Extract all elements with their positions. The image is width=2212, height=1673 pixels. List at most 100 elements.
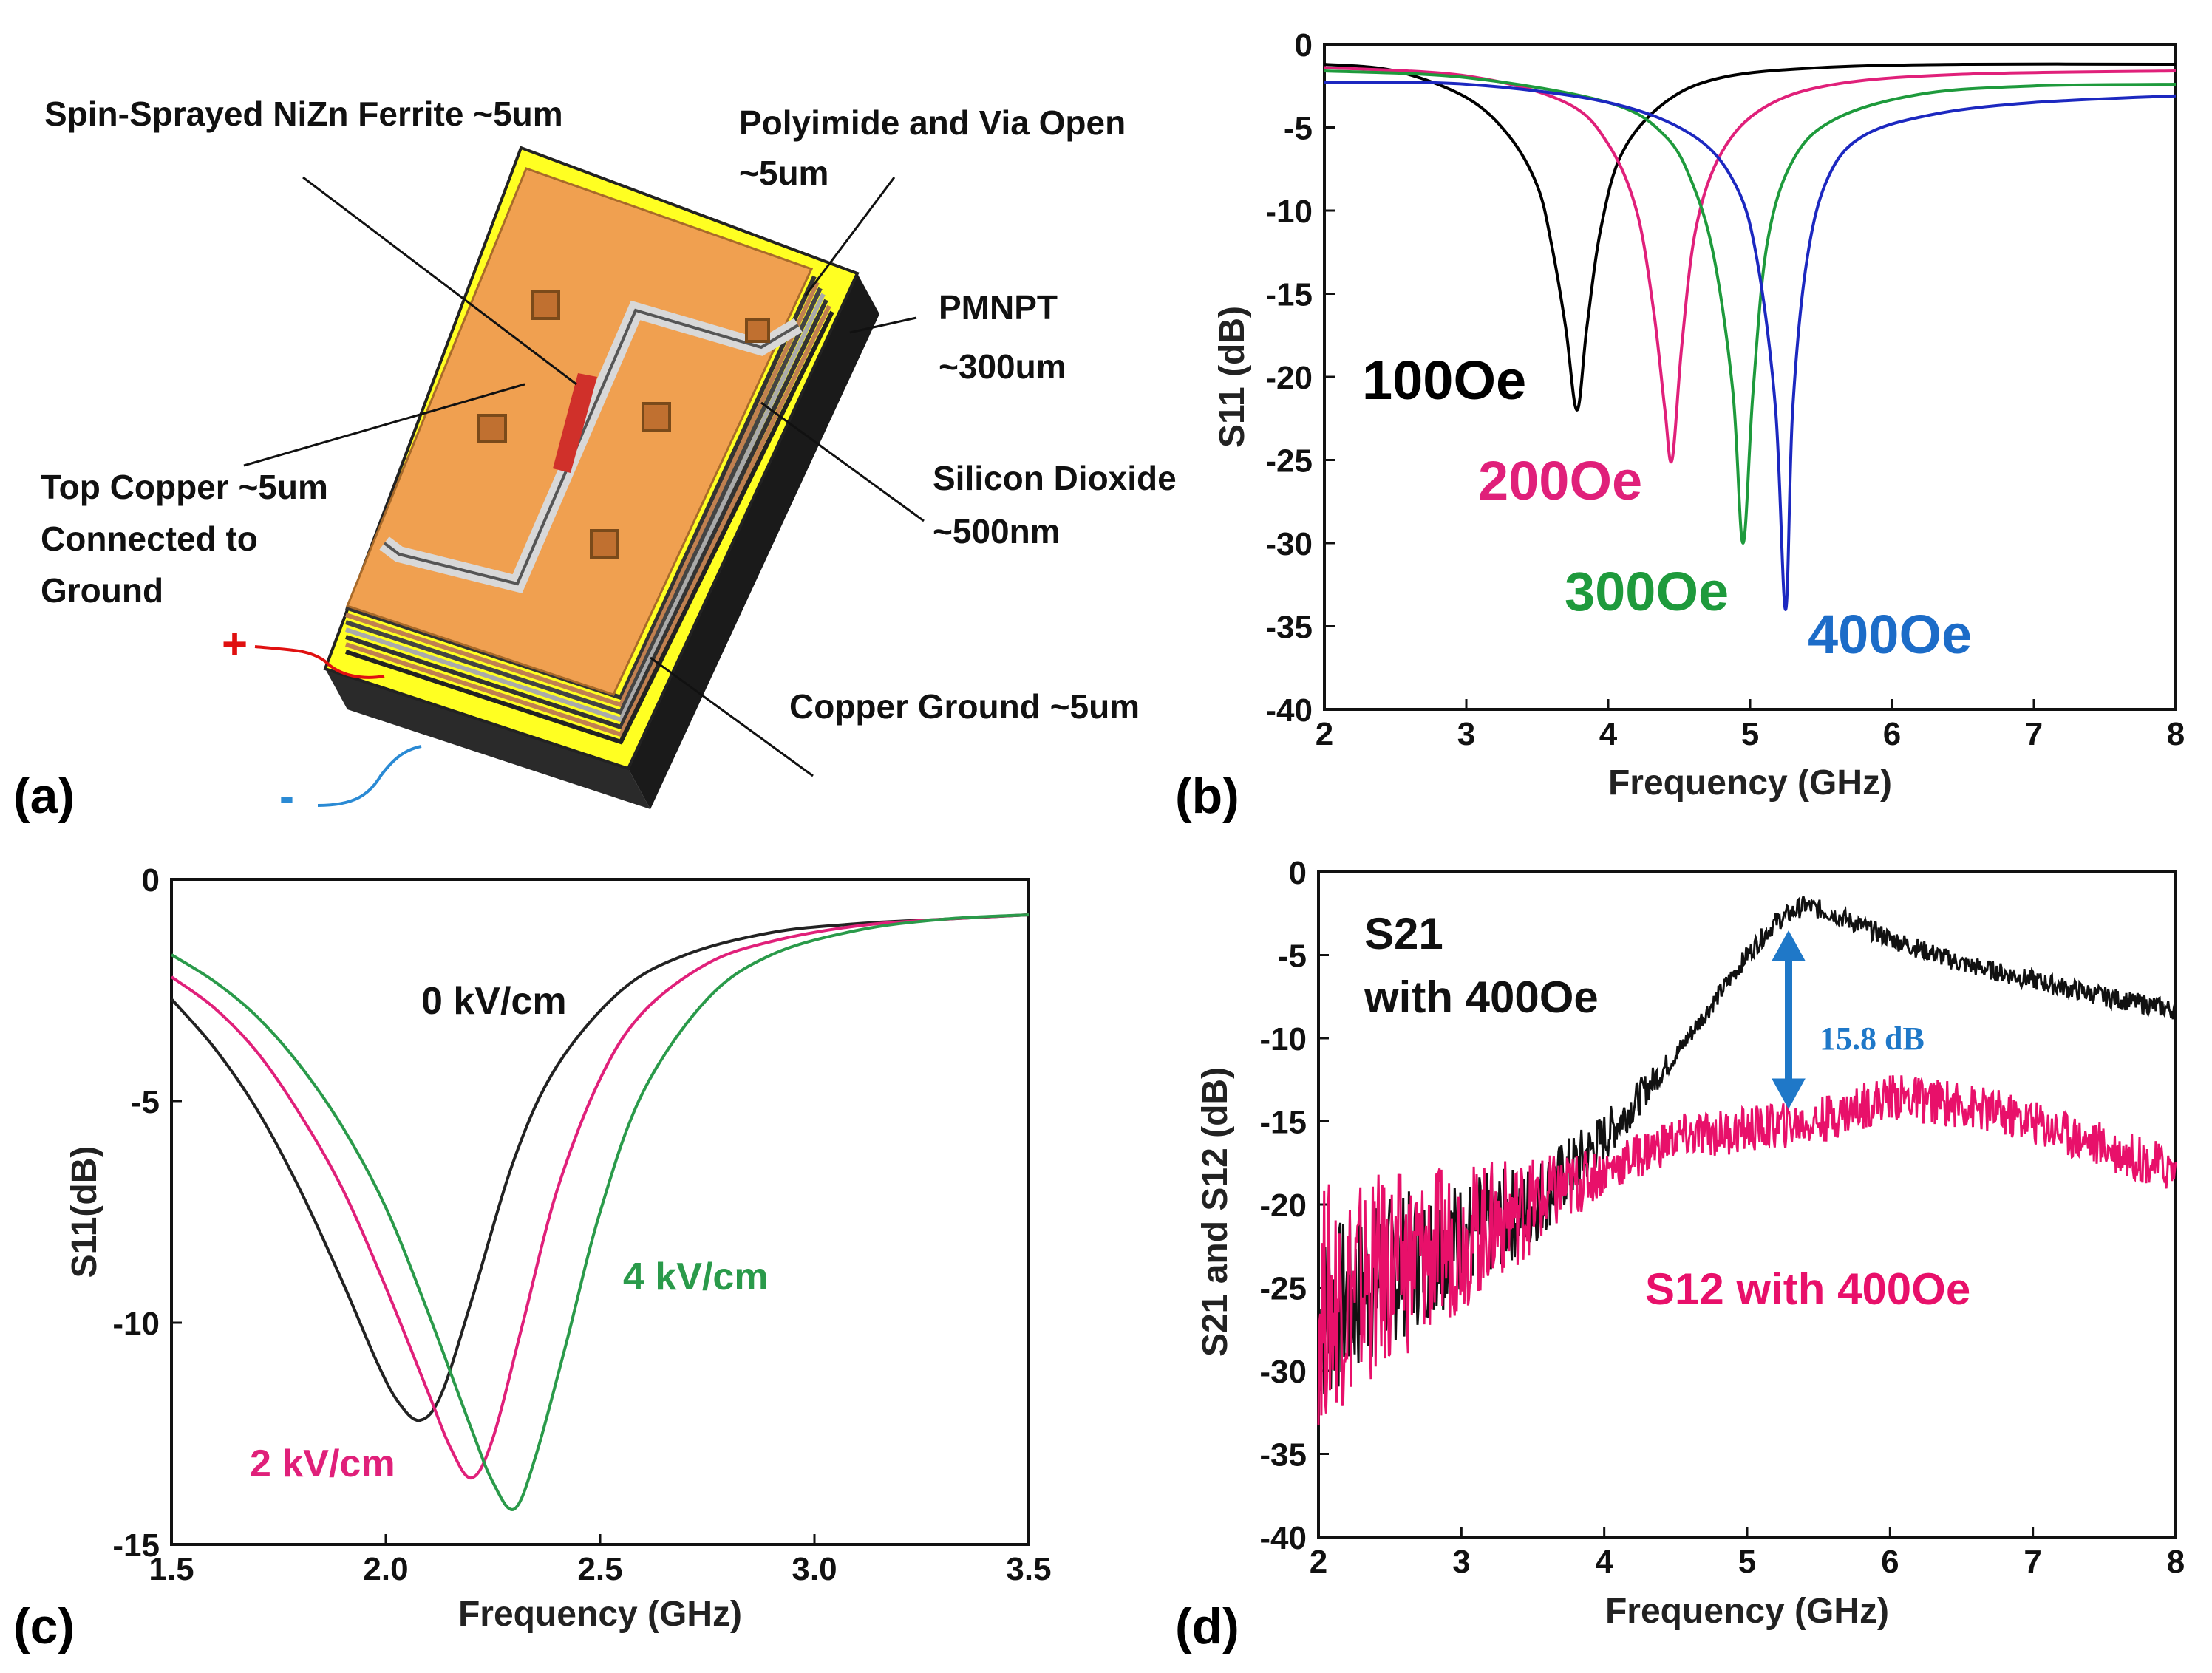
series-b-300oe bbox=[1324, 69, 2177, 545]
tick-marks-d bbox=[1317, 870, 2177, 1539]
y-axis-title-c: S11(dB) bbox=[65, 1146, 104, 1278]
label-400oe: 400Oe bbox=[1808, 604, 1972, 665]
y-tick-label-c: -10 bbox=[112, 1306, 160, 1342]
tick-marks-b bbox=[1323, 43, 2177, 711]
ferrite-strip bbox=[553, 373, 597, 473]
series-d-s12-with-400oe bbox=[1317, 1075, 2177, 1425]
x-tick-label-c: 3.5 bbox=[1006, 1551, 1051, 1587]
y-tick-label-b: 0 bbox=[1295, 27, 1313, 64]
panel-b-s11-vs-field: 2 3 4 5 6 7 8 0 -5 -10 -15 -20 -25 -30 -35 -40 Frequenc… bbox=[1175, 27, 2185, 824]
y-tick-label-d: -20 bbox=[1259, 1188, 1307, 1224]
series-c-0-kv-cm bbox=[170, 913, 1030, 1422]
y-tick-label-c: -15 bbox=[112, 1527, 160, 1564]
tick-marks-c bbox=[170, 878, 1030, 1546]
label-200oe: 200Oe bbox=[1478, 450, 1642, 511]
x-tick-label-b: 3 bbox=[1457, 716, 1475, 752]
y-axis-title-b: S11 (dB) bbox=[1213, 306, 1252, 448]
x-tick-label-b: 2 bbox=[1316, 716, 1333, 752]
minus-sign: - bbox=[279, 771, 294, 821]
series-d-s21-with-400oe bbox=[1317, 896, 2177, 1394]
series-b-100oe bbox=[1324, 62, 2177, 412]
x-axis-title-b: Frequency (GHz) bbox=[1608, 763, 1892, 803]
label-polyimide-1: Polyimide and Via Open bbox=[739, 103, 1126, 142]
x-tick-label-d: 2 bbox=[1310, 1544, 1327, 1580]
x-tick-label-c: 3.0 bbox=[792, 1551, 837, 1587]
x-tick-label-c: 2.0 bbox=[363, 1551, 408, 1587]
y-tick-label-b: -5 bbox=[1284, 111, 1313, 147]
panel-label-c: (c) bbox=[13, 1598, 75, 1655]
plot-frame-d bbox=[1317, 870, 2177, 1539]
label-topcu-3: Ground bbox=[41, 571, 163, 610]
panel-c-s11-vs-efield: 1.5 2.0 2.5 3.0 3.5 0 -5 -10 -15 Frequency (GHz)… bbox=[13, 862, 1052, 1655]
x-tick-label-b: 7 bbox=[2025, 716, 2043, 752]
y-tick-label-b: -15 bbox=[1265, 277, 1313, 313]
y-tick-label-b: -30 bbox=[1265, 526, 1313, 562]
y-tick-label-b: -20 bbox=[1265, 360, 1313, 396]
series-b-200oe bbox=[1324, 66, 2177, 464]
x-tick-label-c: 2.5 bbox=[577, 1551, 622, 1587]
x-axis-title-c: Frequency (GHz) bbox=[458, 1595, 742, 1634]
x-tick-label-d: 6 bbox=[1881, 1544, 1899, 1580]
label-s12: S12 with 400Oe bbox=[1645, 1264, 1970, 1314]
y-tick-label-b: -25 bbox=[1265, 443, 1313, 480]
y-tick-label-c: -5 bbox=[131, 1084, 160, 1120]
y-tick-label-d: -40 bbox=[1259, 1520, 1307, 1556]
y-tick-label-d: -25 bbox=[1259, 1271, 1307, 1307]
y-tick-label-d: -35 bbox=[1259, 1437, 1307, 1473]
label-100oe: 100Oe bbox=[1362, 350, 1526, 411]
label-4kv: 4 kV/cm bbox=[623, 1255, 769, 1298]
label-ferrite: Spin-Sprayed NiZn Ferrite ~5um bbox=[44, 95, 563, 133]
label-cuground: Copper Ground ~5um bbox=[789, 687, 1140, 726]
label-topcu-2: Connected to bbox=[41, 519, 258, 558]
x-tick-label-b: 4 bbox=[1599, 716, 1618, 752]
panel-d-s21-s12: 2 3 4 5 6 7 8 0 -5 -10 -15 -20 -25 -30 -35 -40 Frequenc… bbox=[1175, 855, 2185, 1655]
via-openings bbox=[477, 290, 770, 559]
x-tick-label-d: 8 bbox=[2167, 1544, 2185, 1580]
diagram-pointer-lines bbox=[243, 176, 925, 777]
plus-sign: + bbox=[222, 619, 248, 669]
y-tick-label-d: -15 bbox=[1259, 1105, 1307, 1141]
x-tick-label-d: 3 bbox=[1452, 1544, 1470, 1580]
x-tick-label-b: 6 bbox=[1883, 716, 1901, 752]
x-axis-title-d: Frequency (GHz) bbox=[1605, 1592, 1889, 1631]
positive-wire bbox=[254, 645, 385, 679]
panel-label-a: (a) bbox=[13, 768, 75, 824]
x-tick-label-d: 7 bbox=[2024, 1544, 2041, 1580]
label-sio2-1: Silicon Dioxide bbox=[933, 459, 1177, 497]
panel-label-d: (d) bbox=[1175, 1598, 1239, 1655]
label-0kv: 0 kV/cm bbox=[421, 980, 567, 1023]
series-c-4-kv-cm bbox=[170, 913, 1030, 1511]
y-axis-title-d: S21 and S12 (dB) bbox=[1196, 1067, 1235, 1357]
x-tick-label-c: 1.5 bbox=[149, 1551, 194, 1587]
x-tick-label-d: 4 bbox=[1595, 1544, 1613, 1580]
y-tick-label-b: -40 bbox=[1265, 692, 1313, 729]
label-300oe: 300Oe bbox=[1565, 561, 1729, 622]
y-tick-label-d: -5 bbox=[1278, 938, 1307, 975]
label-polyimide-2: ~5um bbox=[739, 154, 828, 192]
label-pmnpt-1: PMNPT bbox=[939, 288, 1058, 327]
panel-label-b: (b) bbox=[1175, 768, 1239, 824]
label-s21-line2: with 400Oe bbox=[1364, 972, 1599, 1022]
x-tick-label-b: 8 bbox=[2167, 716, 2185, 752]
substrate-side bbox=[325, 273, 879, 809]
y-tick-label-b: -10 bbox=[1265, 194, 1313, 230]
y-tick-label-d: -10 bbox=[1259, 1021, 1307, 1057]
label-sio2-2: ~500nm bbox=[933, 512, 1061, 551]
series-c-2-kv-cm bbox=[170, 913, 1030, 1479]
y-tick-label-b: -35 bbox=[1265, 610, 1313, 646]
label-s21-line1: S21 bbox=[1364, 909, 1443, 958]
label-pmnpt-2: ~300um bbox=[939, 347, 1066, 386]
x-tick-label-d: 5 bbox=[1738, 1544, 1756, 1580]
panel-a-device-diagram: Spin-Sprayed NiZn Ferrite ~5um Polyimide… bbox=[13, 95, 1177, 824]
layer-stack-edges bbox=[345, 275, 834, 745]
negative-wire bbox=[317, 745, 422, 807]
gap-label: 15.8 dB bbox=[1820, 1021, 1925, 1057]
series-b-400oe bbox=[1324, 81, 2177, 612]
y-tick-label-d: 0 bbox=[1289, 855, 1307, 891]
y-tick-label-d: -30 bbox=[1259, 1354, 1307, 1390]
label-2kv: 2 kV/cm bbox=[250, 1442, 395, 1485]
y-tick-label-c: 0 bbox=[142, 862, 160, 899]
x-tick-label-b: 5 bbox=[1741, 716, 1759, 752]
label-topcu-1: Top Copper ~5um bbox=[41, 468, 328, 506]
